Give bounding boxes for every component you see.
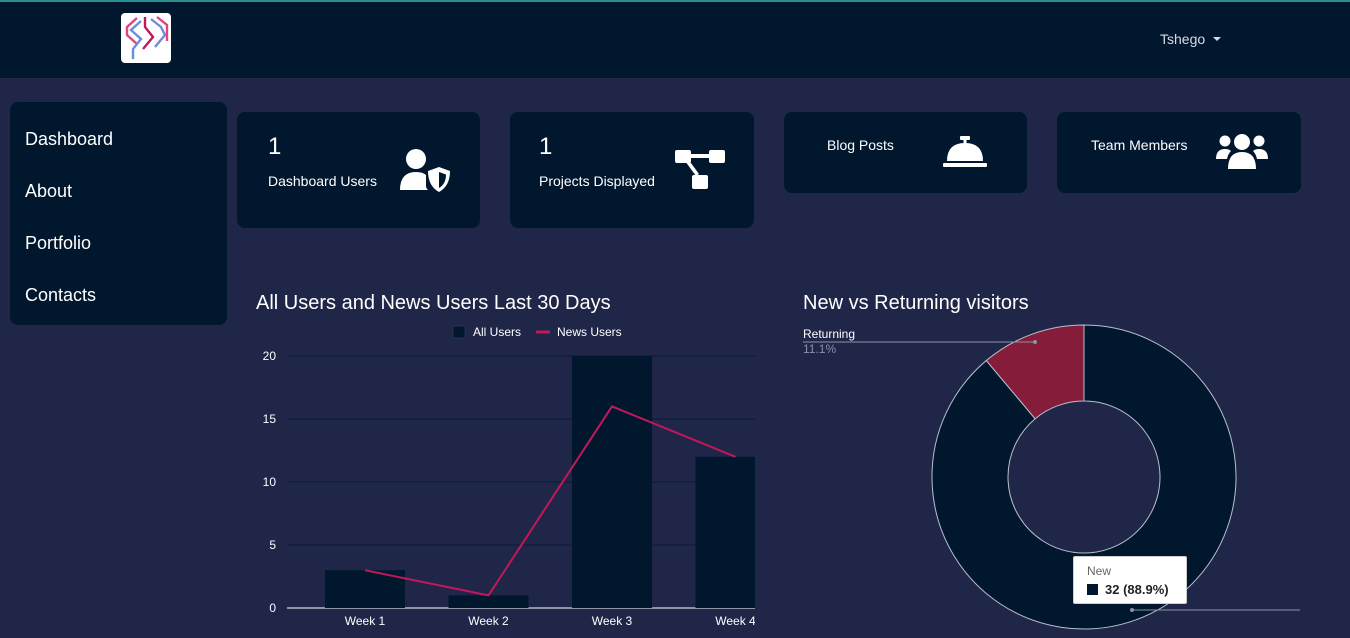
sidebar: Dashboard About Portfolio Contacts bbox=[10, 102, 227, 325]
card-count: 1 bbox=[268, 133, 282, 160]
top-accent-line bbox=[0, 0, 1350, 2]
x-tick-label: Week 2 bbox=[468, 614, 509, 628]
slice-percent-returning: 11.1% bbox=[803, 342, 836, 356]
y-tick-label: 10 bbox=[263, 475, 277, 489]
bar-all-users[interactable] bbox=[448, 595, 529, 608]
tooltip-value: 32 (88.9%) bbox=[1105, 582, 1169, 597]
donut-slice-new[interactable] bbox=[931, 324, 1237, 630]
user-shield-icon bbox=[400, 149, 450, 192]
caret-down-icon bbox=[1213, 37, 1222, 41]
bar-all-users[interactable] bbox=[572, 356, 652, 608]
top-navbar bbox=[0, 2, 1350, 78]
legend-swatch-all-users bbox=[452, 325, 466, 339]
logo-mark-icon bbox=[125, 16, 169, 59]
x-tick-label: Week 3 bbox=[592, 614, 633, 628]
legend-label-all-users[interactable]: All Users bbox=[473, 325, 521, 339]
new-label-leader-dot bbox=[1130, 608, 1134, 612]
bar-all-users[interactable] bbox=[695, 456, 756, 608]
x-tick-label: Week 1 bbox=[345, 614, 386, 628]
y-tick-label: 5 bbox=[269, 538, 276, 552]
card-label: Blog Posts bbox=[827, 137, 894, 153]
sidebar-item-contacts[interactable]: Contacts bbox=[25, 285, 97, 305]
card-label: Projects Displayed bbox=[539, 173, 655, 189]
sidebar-item-about[interactable]: About bbox=[25, 181, 73, 201]
user-menu-dropdown[interactable]: Tshego bbox=[1160, 31, 1222, 47]
pie-chart-title: New vs Returning visitors bbox=[803, 292, 1029, 314]
tooltip-swatch bbox=[1087, 584, 1098, 595]
x-tick-label: Week 4 bbox=[715, 614, 755, 628]
y-tick-label: 20 bbox=[263, 349, 277, 363]
chart-tooltip: New 32 (88.9%) bbox=[1073, 556, 1187, 604]
sidebar-item-dashboard[interactable]: Dashboard bbox=[25, 129, 114, 149]
y-tick-label: 15 bbox=[263, 412, 277, 426]
card-count: 1 bbox=[539, 133, 553, 160]
bar-chart-title: All Users and News Users Last 30 Days bbox=[256, 292, 611, 314]
users-bar-chart: All Users News Users 0 5 10 15 20 Week 1 Week… bbox=[263, 325, 756, 628]
visitors-donut-chart: Returning 11.1% bbox=[803, 324, 1300, 630]
slice-label-returning: Returning bbox=[803, 327, 855, 341]
legend-label-news-users[interactable]: News Users bbox=[557, 325, 622, 339]
sidebar-item-portfolio[interactable]: Portfolio bbox=[25, 233, 92, 253]
returning-label-leader-dot bbox=[1033, 340, 1037, 344]
y-tick-label: 0 bbox=[269, 601, 276, 615]
card-label: Team Members bbox=[1091, 137, 1188, 153]
concierge-bell-icon bbox=[943, 136, 987, 167]
card-team-members[interactable]: Team Members bbox=[1057, 112, 1301, 193]
tooltip-series-name: New bbox=[1087, 564, 1112, 578]
line-news-users[interactable] bbox=[364, 405, 736, 597]
project-diagram-icon bbox=[675, 150, 725, 189]
card-label: Dashboard Users bbox=[268, 173, 377, 189]
brand-logo[interactable] bbox=[121, 13, 171, 63]
card-dashboard-users[interactable]: 1 Dashboard Users bbox=[237, 112, 480, 228]
donut-slice-returning[interactable] bbox=[985, 324, 1085, 420]
card-projects-displayed[interactable]: 1 Projects Displayed bbox=[510, 112, 754, 228]
user-name: Tshego bbox=[1160, 31, 1206, 47]
users-icon bbox=[1216, 134, 1268, 169]
card-blog-posts[interactable]: Blog Posts bbox=[784, 112, 1027, 193]
